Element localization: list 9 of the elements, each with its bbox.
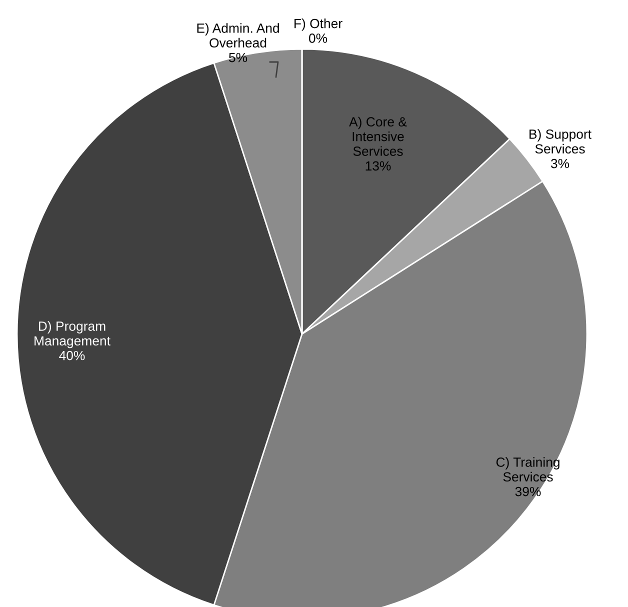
slice-label: A) Core & Intensive Services [349,116,407,156]
data-label: 13% [366,161,391,171]
slice-label: B) Support Services [530,129,592,154]
slice-label: D) Program Management [34,321,110,348]
slice-label: E) Admin. And Overhead [197,23,279,48]
data-label: 3% [550,158,570,168]
text: 0% [308,34,328,43]
category-label: F) Other [294,18,342,31]
data-label: 40% [59,350,85,360]
